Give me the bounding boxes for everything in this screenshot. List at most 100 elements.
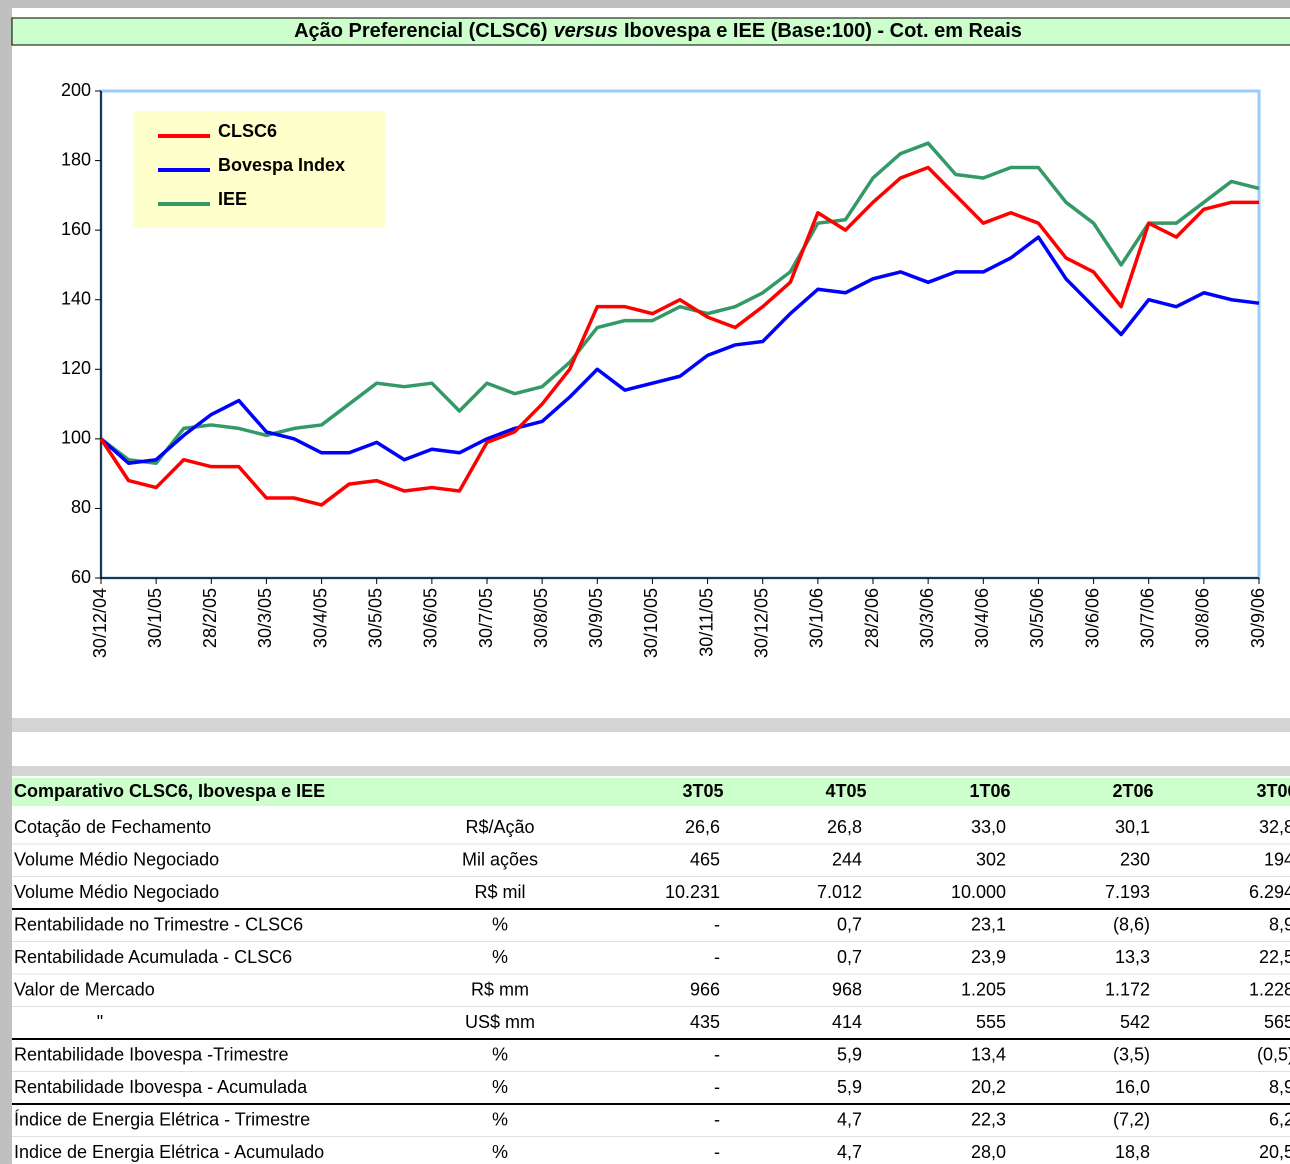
cell: - [714, 1077, 720, 1097]
cell: 8,9 [1269, 1077, 1290, 1097]
y-tick-label: 120 [61, 358, 91, 378]
column-header: 1T06 [969, 781, 1010, 801]
unit: % [492, 914, 508, 934]
cell: 4,7 [837, 1109, 862, 1129]
cell: 30,1 [1115, 817, 1150, 837]
cell: 10.000 [951, 882, 1006, 902]
separator [12, 718, 1290, 732]
unit: % [492, 1142, 508, 1162]
row-label: Rentabilidade Acumulada - CLSC6 [14, 947, 292, 967]
unit: % [492, 1077, 508, 1097]
cell: (7,2) [1113, 1109, 1150, 1129]
unit: Mil ações [462, 849, 538, 869]
cell: 26,6 [685, 817, 720, 837]
x-tick-label: 30/5/06 [1027, 588, 1047, 648]
cell: 13,3 [1115, 947, 1150, 967]
cell: 6,2 [1269, 1109, 1290, 1129]
cell: 23,1 [971, 914, 1006, 934]
x-tick-label: 30/10/05 [641, 588, 661, 658]
y-tick-label: 100 [61, 428, 91, 448]
cell: 23,9 [971, 947, 1006, 967]
separator [12, 766, 1290, 776]
unit: % [492, 1044, 508, 1064]
table-title: Comparativo CLSC6, Ibovespa e IEE [14, 781, 325, 801]
x-tick-label: 30/4/05 [310, 588, 330, 648]
cell: 16,0 [1115, 1077, 1150, 1097]
y-tick-label: 140 [61, 288, 91, 308]
column-header: 3T06 [1256, 781, 1290, 801]
table-header-bar [12, 778, 1290, 806]
column-header: 2T06 [1112, 781, 1153, 801]
x-tick-label: 30/11/05 [696, 588, 716, 657]
cell: 26,8 [827, 817, 862, 837]
unit: R$ mil [474, 882, 525, 902]
cell: 435 [690, 1012, 720, 1032]
cell: 32,8 [1259, 817, 1290, 837]
cell: 7.193 [1105, 882, 1150, 902]
x-tick-label: 30/8/06 [1193, 588, 1213, 648]
y-tick-label: 160 [61, 219, 91, 239]
unit: R$/Ação [465, 817, 534, 837]
column-header: 4T05 [825, 781, 866, 801]
row-label: Rentabilidade Ibovespa -Trimestre [14, 1044, 288, 1064]
row-label: Cotação de Fechamento [14, 817, 211, 837]
cell: 555 [976, 1012, 1006, 1032]
series-line [99, 165, 1259, 507]
unit: % [492, 1109, 508, 1129]
x-tick-label: 30/3/06 [917, 588, 937, 648]
cell: 0,7 [837, 947, 862, 967]
cell: - [714, 1044, 720, 1064]
row-label: Rentabilidade no Trimestre - CLSC6 [14, 914, 303, 934]
cell: 4,7 [837, 1142, 862, 1162]
x-tick-label: 30/6/05 [421, 588, 441, 648]
series-line [99, 141, 1260, 465]
cell: 542 [1120, 1012, 1150, 1032]
cell: 22,5 [1259, 947, 1290, 967]
row-label: Volume Médio Negociado [14, 849, 219, 869]
cell: (3,5) [1113, 1044, 1150, 1064]
y-tick-label: 80 [71, 497, 91, 517]
title-part: Ibovespa e IEE (Base:100) - Cot. em Reai… [624, 20, 1022, 42]
cell: 6.294 [1249, 882, 1290, 902]
cell: 302 [976, 849, 1006, 869]
cell: 194 [1264, 849, 1290, 869]
x-tick-label: 30/4/06 [972, 588, 992, 648]
x-tick-label: 30/1/05 [145, 588, 165, 648]
x-tick-label: 28/2/06 [862, 588, 882, 648]
x-tick-label: 30/1/06 [807, 588, 827, 648]
x-tick-label: 30/9/06 [1248, 588, 1268, 648]
cell: - [714, 914, 720, 934]
cell: 8,9 [1269, 914, 1290, 934]
legend-label: IEE [218, 189, 247, 209]
unit: R$ mm [471, 979, 529, 999]
x-tick-label: 28/2/05 [200, 588, 220, 648]
y-tick-label: 60 [71, 567, 91, 587]
x-tick-label: 30/9/05 [586, 588, 606, 648]
x-tick-label: 30/3/05 [255, 588, 275, 648]
cell: 1.205 [961, 979, 1006, 999]
cell: 13,4 [971, 1044, 1006, 1064]
x-tick-label: 30/12/04 [90, 588, 110, 658]
cell: 20,5 [1259, 1142, 1290, 1162]
row-label: Índice de Energia Elétrica - Trimestre [14, 1109, 310, 1129]
cell: 20,2 [971, 1077, 1006, 1097]
row-label: Volume Médio Negociado [14, 882, 219, 902]
title-bar [11, 17, 1290, 46]
unit: % [492, 947, 508, 967]
cell: 230 [1120, 849, 1150, 869]
series-line [99, 235, 1260, 465]
x-tick-label: 30/12/05 [751, 588, 771, 658]
row-label: Valor de Mercado [14, 979, 155, 999]
cell: 565 [1264, 1012, 1290, 1032]
cell: 7.012 [817, 882, 862, 902]
cell: 5,9 [837, 1044, 862, 1064]
row-label: Rentabilidade Ibovespa - Acumulada [14, 1077, 308, 1097]
cell: 22,3 [971, 1109, 1006, 1129]
cell: 0,7 [837, 914, 862, 934]
row-label: Indice de Energia Elétrica - Acumulado [14, 1142, 324, 1162]
cell: 465 [690, 849, 720, 869]
x-tick-label: 30/5/05 [365, 588, 385, 648]
y-tick-label: 200 [61, 80, 91, 100]
